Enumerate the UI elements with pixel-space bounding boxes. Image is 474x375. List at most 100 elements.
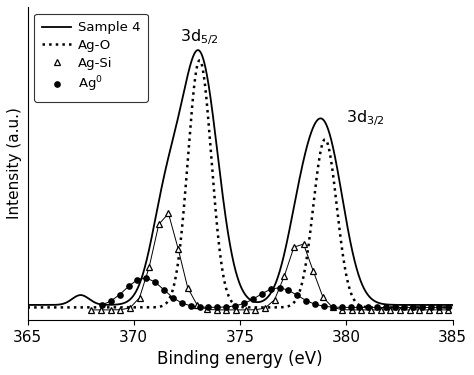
Ag-Si <box>397 308 403 312</box>
Ag$^{0}$ <box>446 305 451 310</box>
Sample 4 <box>441 303 447 307</box>
Ag-Si <box>417 308 422 312</box>
Ag-Si <box>194 303 200 308</box>
Ag-O <box>206 126 212 131</box>
Line: Ag$^{0}$: Ag$^{0}$ <box>99 275 451 310</box>
Ag$^{0}$ <box>215 305 220 309</box>
Ag-Si <box>214 308 219 312</box>
Ag-Si <box>407 308 412 312</box>
Ag-Si <box>446 308 451 312</box>
Text: 3d$_{5/2}$: 3d$_{5/2}$ <box>180 27 219 47</box>
Ag$^{0}$ <box>321 304 327 309</box>
Ag$^{0}$ <box>348 305 354 310</box>
Ag-Si <box>118 308 123 312</box>
Ag-Si <box>262 306 268 310</box>
Ag-Si <box>98 308 104 312</box>
Sample 4 <box>396 303 401 307</box>
Ag$^{0}$ <box>259 291 264 296</box>
Sample 4 <box>450 303 456 307</box>
Line: Ag-O: Ag-O <box>27 60 453 308</box>
Text: 3d$_{3/2}$: 3d$_{3/2}$ <box>346 108 385 128</box>
Ag$^{0}$ <box>126 284 131 289</box>
Ag-O <box>396 305 401 310</box>
Ag-Si <box>349 308 355 312</box>
Ag$^{0}$ <box>232 304 238 308</box>
Ag$^{0}$ <box>223 304 229 309</box>
Ag$^{0}$ <box>285 288 291 292</box>
Ag-Si <box>204 307 210 312</box>
Ag$^{0}$ <box>312 302 318 307</box>
Ag-Si <box>243 308 248 312</box>
Sample 4 <box>99 302 104 307</box>
Ag-Si <box>272 297 277 302</box>
Ag-Si <box>426 308 432 312</box>
Ag-Si <box>127 306 133 310</box>
Ag$^{0}$ <box>419 305 425 310</box>
Ag$^{0}$ <box>206 305 211 309</box>
Ag-Si <box>175 246 181 251</box>
Ag-Si <box>339 308 345 312</box>
Sample 4 <box>73 294 79 299</box>
Ag$^{0}$ <box>161 288 167 292</box>
Ag-Si <box>156 222 162 226</box>
Ag$^{0}$ <box>303 298 309 303</box>
Sample 4 <box>25 303 30 307</box>
Ag-Si <box>282 274 287 278</box>
Ag-Si <box>436 308 441 312</box>
Ag-Si <box>165 211 171 216</box>
Ag-Si <box>291 245 297 249</box>
Ag-Si <box>253 308 258 312</box>
Ag$^{0}$ <box>339 305 345 310</box>
Ag$^{0}$ <box>428 305 433 310</box>
Ag-Si <box>368 308 374 312</box>
Ag$^{0}$ <box>268 287 273 291</box>
Ag$^{0}$ <box>330 305 336 309</box>
Ag-Si <box>301 242 306 246</box>
Ag$^{0}$ <box>294 293 300 298</box>
Ag-Si <box>146 265 152 269</box>
Ag-O <box>441 305 447 310</box>
Y-axis label: Intensity (a.u.): Intensity (a.u.) <box>7 107 22 219</box>
Ag$^{0}$ <box>241 301 247 306</box>
Ag-Si <box>310 269 316 273</box>
Ag$^{0}$ <box>117 292 122 297</box>
Ag$^{0}$ <box>437 305 442 310</box>
Ag-Si <box>233 308 239 312</box>
Ag$^{0}$ <box>277 285 283 290</box>
X-axis label: Binding energy (eV): Binding energy (eV) <box>157 350 323 368</box>
Ag$^{0}$ <box>356 305 362 310</box>
Ag-Si <box>137 296 142 300</box>
Ag$^{0}$ <box>144 276 149 280</box>
Line: Sample 4: Sample 4 <box>27 50 453 305</box>
Ag-O <box>73 305 79 310</box>
Ag-Si <box>329 305 335 310</box>
Ag$^{0}$ <box>365 305 371 310</box>
Ag-Si <box>224 308 229 312</box>
Ag-O <box>188 123 193 128</box>
Sample 4 <box>195 48 201 52</box>
Ag-Si <box>320 295 326 299</box>
Line: Ag-Si: Ag-Si <box>89 211 451 313</box>
Sample 4 <box>188 62 193 67</box>
Ag-O <box>450 305 456 310</box>
Ag-Si <box>378 308 383 312</box>
Ag-Si <box>108 308 113 312</box>
Ag$^{0}$ <box>170 296 176 300</box>
Ag$^{0}$ <box>188 304 193 308</box>
Ag$^{0}$ <box>197 305 202 309</box>
Ag-O <box>25 305 30 310</box>
Ag$^{0}$ <box>392 305 398 310</box>
Ag$^{0}$ <box>135 278 140 282</box>
Sample 4 <box>206 86 212 90</box>
Ag-Si <box>388 308 393 312</box>
Ag$^{0}$ <box>401 305 407 310</box>
Legend: Sample 4, Ag-O, Ag-Si, Ag$^{0}$: Sample 4, Ag-O, Ag-Si, Ag$^{0}$ <box>34 13 148 102</box>
Ag$^{0}$ <box>99 303 105 307</box>
Ag$^{0}$ <box>179 301 185 305</box>
Ag-Si <box>359 308 365 312</box>
Ag-Si <box>89 308 94 312</box>
Ag-Si <box>185 286 191 290</box>
Ag$^{0}$ <box>374 305 380 310</box>
Ag$^{0}$ <box>383 305 389 310</box>
Ag$^{0}$ <box>250 297 256 302</box>
